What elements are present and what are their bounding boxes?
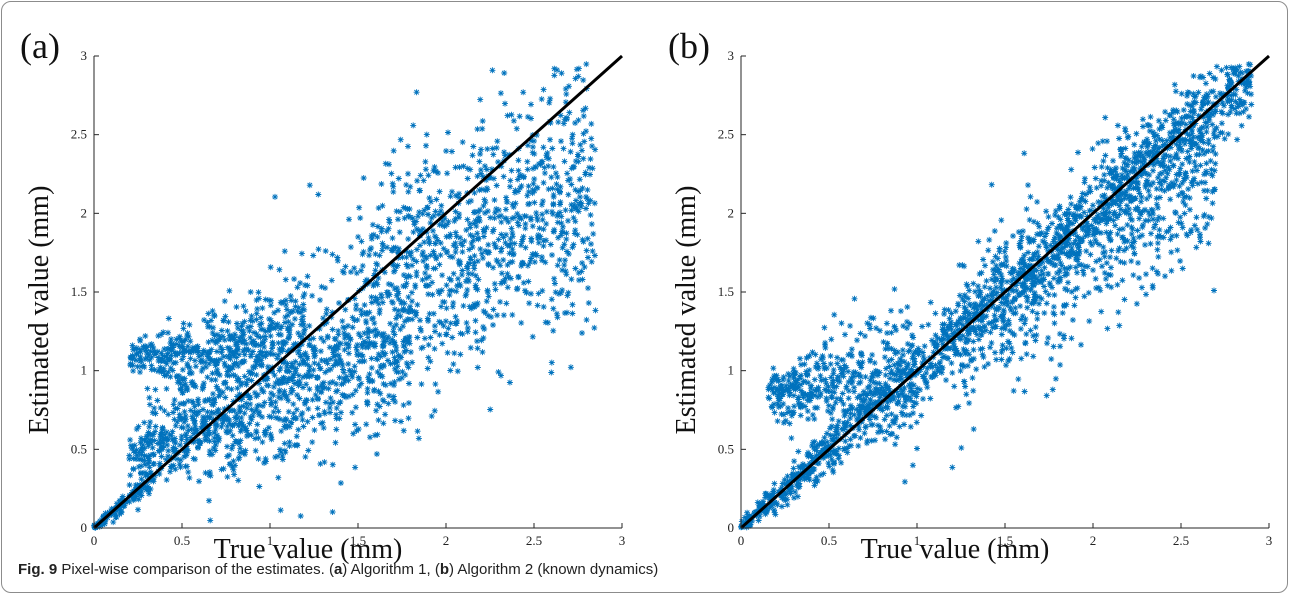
y-tick-label: 3 bbox=[728, 48, 735, 63]
panel-label: (a) bbox=[20, 26, 60, 66]
x-axis-label: True value (mm) bbox=[861, 534, 1050, 565]
scatter-cluster-2 bbox=[949, 70, 1219, 471]
y-tick-label: 1.5 bbox=[71, 284, 87, 299]
x-tick-label: 1.5 bbox=[350, 533, 366, 548]
y-axis-label: Estimated value (mm) bbox=[24, 186, 55, 435]
y-tick-label: 1 bbox=[728, 363, 735, 378]
identity-line bbox=[740, 54, 1270, 530]
y-tick-label: 3 bbox=[81, 48, 88, 63]
panel-a: 0 0.5 1 1.5 2 2.5 3 0 0.5 1 1.5 2 2.5 3 True value (mm… bbox=[20, 26, 625, 565]
y-tick-label: 0 bbox=[728, 520, 735, 535]
x-tick-label: 0 bbox=[91, 533, 98, 548]
x-tick-label: 2.5 bbox=[526, 533, 542, 548]
y-tick-label: 2.5 bbox=[718, 127, 734, 142]
x-tick-label: 0.5 bbox=[821, 533, 837, 548]
y-tick-label: 2.5 bbox=[71, 127, 87, 142]
x-axis-label: True value (mm) bbox=[214, 534, 403, 565]
x-tick-label: 2.5 bbox=[1173, 533, 1189, 548]
caption-text-2: ) Algorithm 1, ( bbox=[342, 561, 440, 578]
x-tick-label: 2 bbox=[1090, 533, 1097, 548]
x-tick-label: 2 bbox=[443, 533, 450, 548]
scatter-cluster-3 bbox=[126, 296, 413, 492]
panel-b: 0 0.5 1 1.5 2 2.5 3 0 0.5 1 1.5 2 2.5 3 True value (mm… bbox=[668, 26, 1272, 565]
caption-text-3: ) Algorithm 2 (known dynamics) bbox=[449, 561, 659, 578]
y-tick-label: 2 bbox=[728, 205, 735, 220]
y-axis-label: Estimated value (mm) bbox=[671, 186, 702, 435]
scatter-cluster-4 bbox=[356, 61, 599, 441]
scatter-cluster-1 bbox=[765, 286, 920, 485]
panel-label: (b) bbox=[668, 26, 710, 66]
identity-line bbox=[93, 54, 623, 530]
y-tick-label: 0.5 bbox=[71, 441, 87, 456]
x-tick-label: 0.5 bbox=[174, 533, 190, 548]
scatter-points bbox=[91, 61, 599, 531]
caption-b: b bbox=[439, 561, 449, 578]
x-tick-label: 0 bbox=[738, 533, 745, 548]
x-tick-label: 1.5 bbox=[997, 533, 1013, 548]
x-tick-label: 3 bbox=[619, 533, 626, 548]
y-tick-label: 0 bbox=[81, 520, 88, 535]
y-tick-label: 0.5 bbox=[718, 441, 734, 456]
caption-fig-label: Fig. 9 bbox=[18, 561, 58, 578]
x-tick-label: 1 bbox=[914, 533, 921, 548]
figure-caption: Fig. 9 Pixel-wise comparison of the esti… bbox=[18, 561, 658, 578]
y-tick-label: 1.5 bbox=[718, 284, 734, 299]
y-tick-label: 1 bbox=[81, 363, 88, 378]
caption-text-1: Pixel-wise comparison of the estimates. … bbox=[57, 561, 334, 578]
x-tick-label: 1 bbox=[267, 533, 274, 548]
caption-a: a bbox=[333, 561, 343, 578]
x-tick-label: 3 bbox=[1266, 533, 1273, 548]
y-tick-label: 2 bbox=[81, 205, 88, 220]
